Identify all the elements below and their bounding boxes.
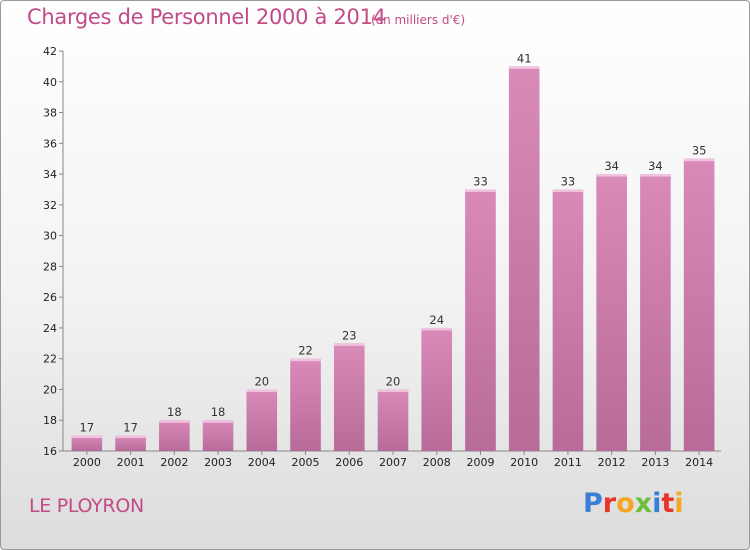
x-tick-label: 2012 — [598, 456, 626, 469]
bar-2005 — [290, 358, 321, 451]
data-label: 33 — [473, 174, 488, 188]
x-tick-label: 2003 — [204, 456, 232, 469]
x-tick-label: 2008 — [423, 456, 451, 469]
bar-2009 — [465, 189, 496, 451]
logo-letter: x — [634, 488, 653, 519]
data-label: 23 — [342, 328, 357, 342]
data-label: 35 — [692, 144, 707, 158]
x-tick-label: 2014 — [685, 456, 713, 469]
y-tick-label: 34 — [43, 168, 57, 181]
bar-highlight — [115, 435, 146, 439]
bar-2012 — [596, 174, 627, 452]
x-tick-label: 2007 — [379, 456, 407, 469]
bar-highlight — [596, 174, 627, 177]
data-label: 20 — [386, 374, 401, 388]
bar-highlight — [683, 158, 715, 162]
bar-2011 — [552, 189, 584, 451]
x-tick-label: 2001 — [117, 456, 145, 469]
y-tick-label: 32 — [43, 199, 57, 212]
y-tick-label: 26 — [43, 291, 57, 304]
bar-2014 — [683, 158, 715, 451]
x-tick-label: 2002 — [160, 456, 188, 469]
bar-2007 — [377, 389, 409, 451]
bar-2006 — [333, 343, 365, 451]
bar-highlight — [552, 189, 584, 192]
bar-highlight — [246, 389, 278, 392]
bar-highlight — [377, 389, 409, 392]
x-tick-label: 2004 — [248, 456, 276, 469]
bar-highlight — [202, 420, 234, 423]
bar-2004 — [246, 389, 278, 451]
x-tick-label: 2006 — [335, 456, 363, 469]
data-labels: 17 17 18 18 20 22 23 20 24 33 41 33 34 34 35 — [80, 51, 707, 434]
logo-letter: t — [661, 488, 675, 519]
bar-2013 — [640, 174, 671, 452]
y-tick-label: 20 — [43, 383, 57, 396]
data-label: 22 — [298, 344, 313, 358]
y-tick-label: 30 — [43, 230, 57, 243]
logo-letter: P — [583, 488, 603, 519]
bar-highlight — [290, 358, 321, 362]
chart-axes: 16 18 20 22 24 26 28 30 32 34 36 38 40 42 2000 2001 2002… — [43, 45, 721, 469]
bar-2001 — [115, 435, 146, 451]
logo-letter: o — [616, 488, 635, 519]
bar-highlight — [640, 174, 671, 177]
bar-2003 — [202, 420, 234, 451]
data-label: 18 — [211, 405, 226, 419]
x-tick-label: 2000 — [73, 456, 101, 469]
bar-series — [71, 66, 715, 452]
data-label: 18 — [167, 405, 182, 419]
x-tick-label: 2013 — [641, 456, 669, 469]
logo-letter: i — [674, 488, 684, 519]
x-tick-label: 2011 — [554, 456, 582, 469]
bar-highlight — [159, 420, 190, 423]
y-tick-label: 40 — [43, 76, 57, 89]
y-tick-label: 18 — [43, 414, 57, 427]
bar-highlight — [333, 343, 365, 346]
bar-2000 — [71, 435, 103, 451]
data-label: 24 — [429, 313, 444, 327]
chart-title: Charges de Personnel 2000 à 2014 — [27, 5, 386, 29]
y-tick-label: 36 — [43, 137, 57, 150]
x-tick-label: 2005 — [292, 456, 320, 469]
data-label: 34 — [604, 159, 619, 173]
bar-2010 — [508, 66, 540, 451]
y-tick-label: 16 — [43, 445, 57, 458]
data-label: 41 — [517, 51, 532, 65]
data-label: 17 — [123, 421, 138, 435]
data-label: 33 — [561, 174, 576, 188]
bar-highlight — [508, 66, 540, 69]
logo-letter: i — [652, 488, 662, 519]
y-tick-label: 42 — [43, 45, 57, 58]
commune-name: LE PLOYRON — [29, 495, 144, 517]
y-tick-label: 28 — [43, 260, 57, 273]
data-label: 34 — [648, 159, 663, 173]
bar-highlight — [421, 327, 453, 331]
bar-highlight — [71, 435, 103, 439]
logo-letter: r — [602, 488, 617, 519]
bar-highlight — [465, 189, 496, 192]
data-label: 20 — [254, 374, 269, 388]
x-tick-label: 2009 — [466, 456, 494, 469]
bar-2008 — [421, 327, 453, 451]
chart-unit-subtitle: (en milliers d'€) — [371, 13, 466, 27]
bar-2002 — [159, 420, 190, 451]
proxiti-logo[interactable]: Proxiti — [583, 488, 684, 519]
y-tick-label: 24 — [43, 322, 57, 335]
y-tick-label: 22 — [43, 353, 57, 366]
y-tick-label: 38 — [43, 107, 57, 120]
data-label: 17 — [80, 421, 95, 435]
x-tick-label: 2010 — [510, 456, 538, 469]
